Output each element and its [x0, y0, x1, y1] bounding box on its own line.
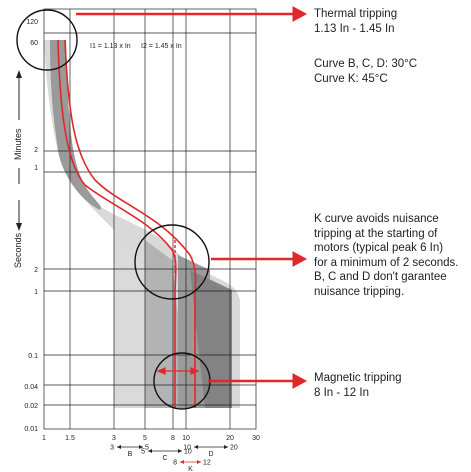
range-high-label: 20	[230, 445, 238, 452]
magnetic-range-arrow	[156, 367, 200, 375]
red-curve-lower	[57, 39, 177, 408]
x-tick-label: 1.5	[65, 435, 75, 442]
pointer-arrows	[76, 6, 308, 389]
thermal-tripping-note: Thermal tripping 1.13 In - 1.45 In	[314, 8, 398, 35]
x-tick-labels: 1 1.5 3 5 8 10 20 30	[42, 435, 260, 442]
band-top-gray	[50, 40, 101, 210]
i2-label: I2 = 1.45 x In	[141, 43, 182, 50]
left-axis: Minutes Seconds 120 60 2 1 2 1 0.1 0.04 0.02 0.01	[13, 19, 38, 433]
red-curve-upper	[64, 39, 197, 408]
minutes-label: Minutes	[13, 128, 23, 160]
range-arrow-right	[178, 449, 182, 453]
tripping-bands	[44, 40, 240, 408]
y-tick-labels: 120 60 2 1 2 1 0.1 0.04 0.02 0.01	[24, 19, 38, 433]
red-curves	[57, 39, 197, 408]
circle-k-curve	[134, 224, 210, 300]
range-letter-label: C	[162, 455, 167, 462]
range-arrow-left	[194, 445, 198, 449]
x-tick-label: 30	[252, 435, 260, 442]
minutes-tick-label: 120	[26, 19, 38, 26]
minutes-tick-label: 60	[30, 40, 38, 47]
seconds-arrowhead	[16, 223, 22, 231]
magnetic-tripping-note: Magnetic tripping 8 In - 12 In	[314, 372, 402, 399]
minutes-arrowhead	[16, 70, 22, 78]
range-low-label: 3	[110, 445, 114, 452]
thermal-curves-note: Curve B, C, D: 30°C Curve K: 45°C	[314, 58, 418, 85]
x-tick-label: 20	[226, 435, 234, 442]
range-letter-label: B	[128, 451, 133, 458]
range-low-label: 8	[173, 460, 177, 467]
x-tick-label: 1	[42, 435, 46, 442]
range-low-label: 5	[141, 449, 145, 456]
circle-thermal	[16, 9, 78, 71]
range-low-label: 10	[183, 445, 191, 452]
seconds-tick-label: 0.04	[24, 384, 38, 391]
highlight-circles	[16, 9, 211, 410]
band-c	[145, 240, 188, 408]
seconds-tick-label: 0.01	[24, 426, 38, 433]
i1-label: I1 = 1.13 x In	[90, 43, 131, 50]
x-tick-label: 10	[182, 435, 190, 442]
minutes-tick-label: 2	[34, 147, 38, 154]
range-arrow-left	[117, 445, 121, 449]
seconds-label: Seconds	[13, 232, 23, 268]
range-letter-label: D	[208, 451, 213, 458]
x-tick-label: 8	[171, 435, 175, 442]
x-tick-label: 5	[143, 435, 147, 442]
range-arrow-right	[139, 445, 143, 449]
range-arrow-right	[197, 460, 201, 464]
range-high-label: 10	[184, 449, 192, 456]
range-high-label: 12	[203, 460, 211, 467]
seconds-tick-label: 1	[34, 289, 38, 296]
seconds-tick-label: 0.02	[24, 403, 38, 410]
range-arrow-left	[180, 460, 184, 464]
range-arrow-right	[224, 445, 228, 449]
band-dark	[190, 270, 232, 408]
x-tick-label: 3	[112, 435, 116, 442]
minutes-tick-label: 1	[34, 165, 38, 172]
curve-ranges: 3 5 B 5 10 C 10 20 D 8 12 K	[110, 445, 238, 472]
range-letter-label: K	[188, 466, 193, 472]
band-b	[114, 240, 145, 408]
seconds-tick-label: 0.1	[28, 353, 38, 360]
seconds-tick-label: 2	[34, 267, 38, 274]
k-curve-note: K curve avoids nuisance tripping at the …	[314, 213, 459, 298]
range-high-label: 5	[145, 445, 149, 452]
range-arrow-left	[148, 449, 152, 453]
